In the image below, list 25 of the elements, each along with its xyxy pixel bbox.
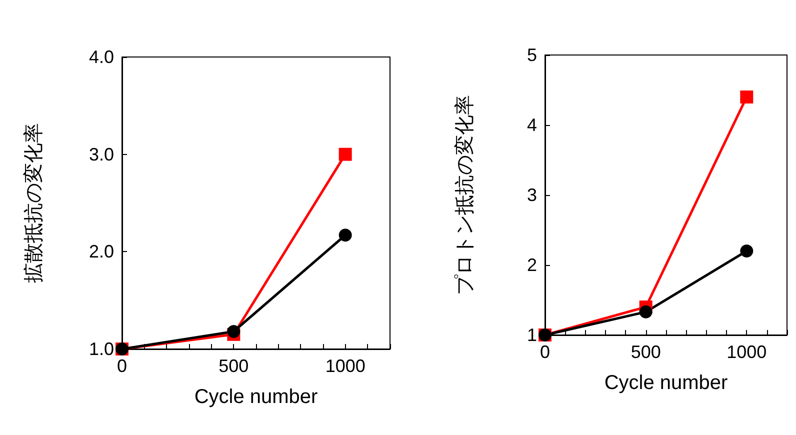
y-axis-title: プロトン抵抗の変化率	[453, 95, 476, 295]
x-tick-label: 1000	[325, 356, 366, 376]
y-tick-label: 2.0	[88, 242, 114, 262]
x-axis-title: Cycle number	[604, 372, 728, 394]
x-axis-title: Cycle number	[194, 386, 318, 408]
point	[740, 90, 754, 104]
x-tick-label: 1000	[726, 342, 767, 362]
y-tick-label: 1.0	[88, 339, 114, 359]
point	[740, 244, 754, 258]
y-tick-label: 4	[526, 115, 537, 135]
y-tick-label: 3.0	[88, 144, 114, 164]
point	[338, 148, 352, 161]
x-tick-label: 0	[116, 356, 128, 376]
y-tick-label: 1	[526, 325, 537, 345]
y-tick-label: 5	[526, 45, 537, 65]
point	[639, 305, 652, 318]
point	[338, 228, 352, 242]
x-tick-label: 500	[630, 342, 661, 362]
x-tick-label: 500	[218, 356, 249, 376]
x-tick-label: 0	[540, 342, 550, 362]
y-tick-label: 2	[526, 255, 537, 275]
point	[227, 324, 240, 338]
y-tick-label: 4.0	[88, 47, 114, 67]
y-axis-title: 拡散抵抗の変化率	[22, 123, 45, 283]
y-tick-label: 3	[526, 185, 537, 205]
